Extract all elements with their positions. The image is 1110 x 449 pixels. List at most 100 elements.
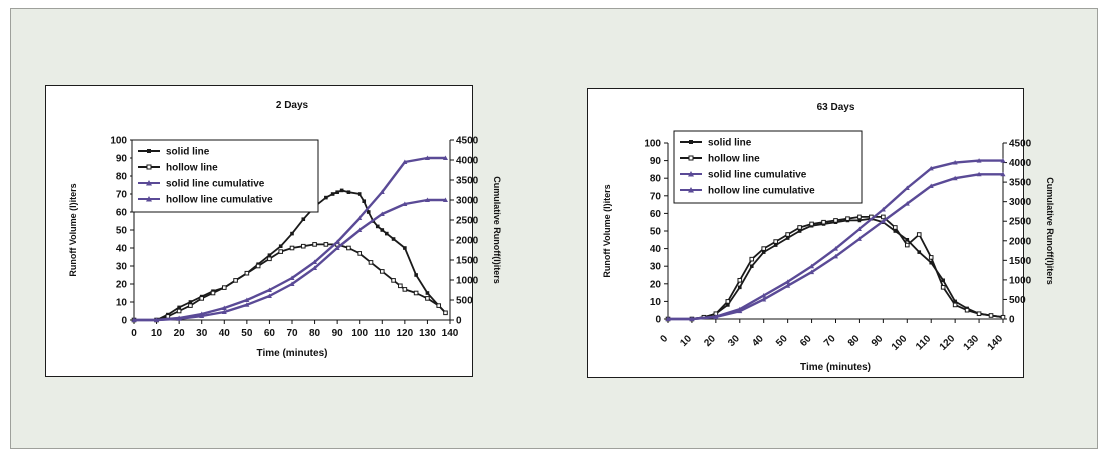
data-point [797, 229, 802, 233]
data-point [773, 243, 778, 247]
data-point [154, 317, 160, 322]
y2-tick-label: 4500 [456, 136, 479, 147]
y-tick-label: 70 [116, 190, 128, 201]
chart-title: 63 Days [817, 102, 855, 113]
data-point [893, 229, 898, 233]
y2-tick-label: 3500 [1009, 178, 1032, 189]
y2-tick-label: 500 [1009, 295, 1026, 306]
data-point [289, 281, 295, 286]
data-point [929, 260, 934, 265]
data-point [785, 236, 790, 240]
data-point [278, 249, 284, 254]
data-point [689, 316, 695, 321]
data-point [424, 197, 430, 202]
data-point [904, 242, 910, 248]
data-point [833, 246, 838, 251]
y2-tick-label: 4500 [1009, 139, 1032, 150]
data-point [442, 197, 448, 202]
data-point [334, 245, 340, 250]
data-point [809, 263, 815, 269]
data-point [289, 275, 295, 280]
data-point [821, 219, 826, 225]
x-tick-label: 100 [351, 328, 368, 339]
data-point [244, 297, 250, 302]
data-point [893, 225, 898, 230]
data-point [346, 190, 351, 194]
y-axis-label: Runoff Volume (l)iters [602, 184, 612, 277]
y-tick-label: 50 [650, 227, 662, 238]
data-point [713, 314, 719, 319]
y2-tick-label: 4000 [1009, 158, 1032, 169]
x-tick-label: 20 [702, 333, 718, 349]
y-tick-label: 10 [650, 297, 662, 308]
data-point [330, 192, 335, 196]
x-tick-label: 100 [890, 333, 910, 353]
data-point [917, 250, 922, 254]
data-point [425, 291, 430, 295]
legend-label: hollow line cumulative [166, 195, 273, 206]
data-point [177, 305, 181, 310]
y2-tick-label: 1000 [456, 276, 479, 287]
y-tick-label: 90 [650, 156, 662, 167]
data-point [266, 287, 272, 292]
data-point [425, 296, 430, 301]
legend-box [131, 139, 319, 213]
data-point [346, 245, 351, 251]
data-point [402, 159, 408, 164]
data-point [436, 303, 442, 308]
y-tick-label: 70 [650, 191, 662, 202]
data-point [976, 171, 982, 177]
data-point [379, 211, 385, 216]
legend-marker [146, 164, 152, 170]
data-point [324, 195, 328, 200]
data-point [904, 201, 910, 206]
y2-tick-label: 3000 [456, 196, 479, 207]
data-point [928, 165, 934, 171]
x-tick-label: 60 [264, 328, 276, 339]
legend-label: solid line [708, 138, 752, 149]
data-point [856, 236, 862, 241]
y-tick-label: 60 [650, 209, 662, 220]
legend: solid line hollow line solid line cumulati… [131, 139, 319, 213]
data-point [188, 300, 193, 304]
data-point [379, 189, 385, 194]
legend-marker [688, 155, 694, 161]
figure-frame: 2 Days 0 10 20 30 40 50 60 70 80 90 100 0 500 1000 1500… [10, 8, 1098, 449]
x-tick-label: 90 [870, 333, 886, 349]
data-point [785, 283, 791, 288]
legend-box [673, 130, 863, 204]
series-line-hollow-line [668, 216, 1004, 320]
data-point [797, 225, 802, 230]
data-point [809, 269, 815, 275]
data-point [312, 265, 318, 270]
x-tick-label: 70 [286, 328, 298, 339]
data-point [785, 232, 790, 237]
legend-marker [688, 171, 694, 177]
x-axis-label: Time (minutes) [800, 362, 871, 373]
x-tick-label: 10 [678, 333, 694, 349]
data-point [442, 155, 448, 160]
x-tick-label: 0 [131, 328, 137, 339]
data-point [857, 214, 862, 220]
y-tick-label: 0 [655, 315, 661, 326]
y-tick-label: 80 [650, 174, 662, 185]
data-point [362, 199, 367, 203]
series-line-solid-line [134, 189, 447, 321]
data-point [334, 239, 340, 244]
legend-marker [689, 140, 693, 144]
data-point [357, 215, 363, 220]
chart-2-days-plot: 2 Days0102030405060708090100050010001500… [68, 100, 502, 359]
data-point [398, 283, 403, 289]
data-point [761, 293, 767, 298]
data-point [278, 244, 283, 248]
chart-63-days: 63 Days 0 10 20 30 40 50 60 70 80 90 100 0 500 1000 150… [587, 88, 1055, 378]
data-point [737, 277, 743, 283]
data-point [749, 256, 755, 262]
data-point [414, 273, 418, 277]
y-tick-label: 20 [116, 280, 128, 291]
data-point [749, 264, 754, 268]
data-point [928, 183, 934, 189]
data-point [941, 278, 945, 283]
data-point [413, 290, 419, 296]
data-point [833, 253, 838, 259]
